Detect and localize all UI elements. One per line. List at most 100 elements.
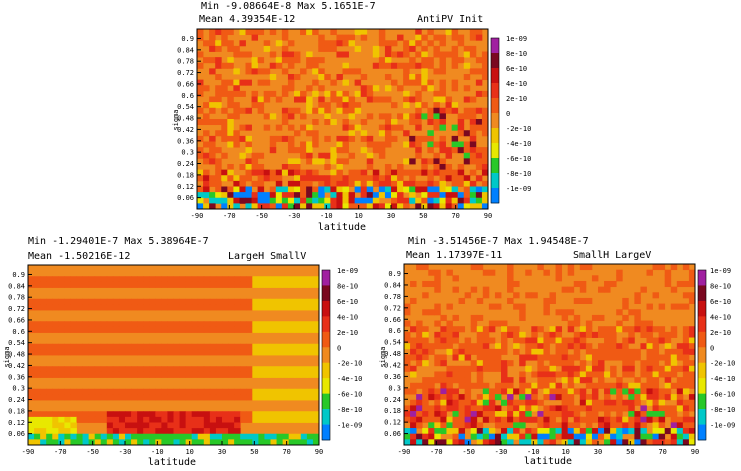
heatmap-cell bbox=[228, 439, 235, 445]
heatmap-cell bbox=[64, 422, 71, 429]
heatmap-cell bbox=[610, 337, 617, 344]
heatmap-cell bbox=[306, 349, 314, 356]
heatmap-cell bbox=[137, 371, 144, 378]
heatmap-cell bbox=[598, 326, 605, 333]
heatmap-cell bbox=[427, 169, 434, 176]
heatmap-cell bbox=[161, 321, 168, 328]
heatmap-cell bbox=[143, 281, 150, 288]
heatmap-cell bbox=[646, 365, 653, 372]
heatmap-cell bbox=[463, 62, 471, 69]
heatmap-cell bbox=[70, 388, 77, 395]
heatmap-cell bbox=[646, 343, 653, 350]
heatmap-cell bbox=[494, 439, 502, 445]
heatmap-cell bbox=[463, 180, 471, 187]
heatmap-cell bbox=[410, 348, 417, 355]
heatmap-cell bbox=[88, 276, 96, 283]
heatmap-cell bbox=[251, 96, 259, 103]
heatmap-cell bbox=[658, 264, 666, 271]
heatmap-cell bbox=[433, 45, 440, 52]
heatmap-cell bbox=[404, 365, 411, 372]
heatmap-cell bbox=[258, 433, 265, 440]
heatmap-cell bbox=[137, 433, 144, 440]
x-tick-label: -30 bbox=[495, 448, 508, 456]
heatmap-cell bbox=[682, 348, 690, 355]
heatmap-cell bbox=[342, 90, 349, 97]
heatmap-cell bbox=[372, 51, 380, 58]
heatmap-cell bbox=[543, 354, 550, 361]
heatmap-cell bbox=[452, 331, 459, 338]
heatmap-cell bbox=[294, 158, 301, 165]
heatmap-cell bbox=[579, 428, 587, 435]
heatmap-cell bbox=[336, 34, 343, 41]
heatmap-cell bbox=[464, 388, 472, 395]
heatmap-cell bbox=[106, 276, 114, 283]
heatmap-cell bbox=[360, 203, 368, 209]
panel-1-plot-frame bbox=[196, 28, 489, 210]
heatmap-cell bbox=[604, 337, 611, 344]
heatmap-cell bbox=[616, 354, 623, 361]
heatmap-cell bbox=[240, 411, 247, 418]
heatmap-cell bbox=[318, 85, 325, 92]
heatmap-cell bbox=[409, 141, 416, 148]
heatmap-cell bbox=[591, 365, 599, 372]
heatmap-cell bbox=[494, 416, 502, 423]
heatmap-cell bbox=[457, 141, 465, 148]
heatmap-cell bbox=[276, 321, 284, 328]
heatmap-cell bbox=[628, 405, 635, 412]
heatmap-cell bbox=[433, 186, 440, 193]
heatmap-cell bbox=[234, 388, 241, 395]
heatmap-cell bbox=[573, 371, 581, 378]
heatmap-cell bbox=[222, 321, 229, 328]
heatmap-cell bbox=[312, 57, 319, 64]
heatmap-cell bbox=[573, 320, 581, 327]
heatmap-cell bbox=[100, 366, 108, 373]
heatmap-cell bbox=[604, 348, 611, 355]
colorbar-label: -8e-10 bbox=[337, 406, 362, 414]
y-tick-label: 0.66 bbox=[384, 316, 401, 324]
heatmap-cell bbox=[100, 326, 108, 333]
colorbar-label: 4e-10 bbox=[337, 313, 358, 321]
heatmap-cell bbox=[476, 377, 484, 384]
panel-3-x-ticks: -90 -70 -50 -30 -10 10 30 50 70 90 bbox=[398, 441, 699, 456]
heatmap-cell bbox=[118, 388, 126, 395]
heatmap-cell bbox=[149, 366, 156, 373]
heatmap-cell bbox=[384, 51, 392, 58]
heatmap-cell bbox=[434, 422, 441, 429]
heatmap-cell bbox=[294, 51, 301, 58]
heatmap-cell bbox=[203, 428, 211, 435]
heatmap-cell bbox=[167, 366, 174, 373]
heatmap-cell bbox=[209, 107, 216, 114]
heatmap-cell bbox=[173, 366, 180, 373]
heatmap-cell bbox=[410, 433, 417, 440]
heatmap-cell bbox=[281, 113, 289, 120]
colorbar-swatch bbox=[698, 409, 706, 425]
heatmap-cell bbox=[422, 343, 429, 350]
heatmap-cell bbox=[640, 382, 647, 389]
heatmap-cell bbox=[149, 439, 156, 445]
heatmap-cell bbox=[161, 388, 168, 395]
heatmap-cell bbox=[137, 321, 144, 328]
heatmap-cell bbox=[203, 158, 210, 165]
heatmap-cell bbox=[427, 197, 434, 204]
heatmap-cell bbox=[670, 394, 678, 401]
heatmap-cell bbox=[324, 102, 331, 109]
heatmap-cell bbox=[434, 280, 441, 288]
heatmap-cell bbox=[658, 422, 666, 429]
heatmap-cell bbox=[670, 371, 678, 378]
heatmap-cell bbox=[537, 428, 544, 435]
heatmap-cell bbox=[652, 354, 660, 361]
heatmap-cell bbox=[451, 85, 459, 92]
heatmap-cell bbox=[531, 433, 538, 440]
heatmap-cell bbox=[131, 394, 138, 401]
heatmap-cell bbox=[494, 354, 502, 361]
heatmap-cell bbox=[634, 354, 641, 361]
colorbar-swatch bbox=[698, 316, 706, 333]
heatmap-cell bbox=[70, 276, 77, 283]
heatmap-cell bbox=[561, 360, 569, 367]
heatmap-cell bbox=[427, 40, 434, 47]
heatmap-cell bbox=[439, 96, 446, 103]
heatmap-cell bbox=[427, 186, 434, 193]
heatmap-cell bbox=[155, 411, 162, 418]
heatmap-cell bbox=[391, 124, 398, 131]
